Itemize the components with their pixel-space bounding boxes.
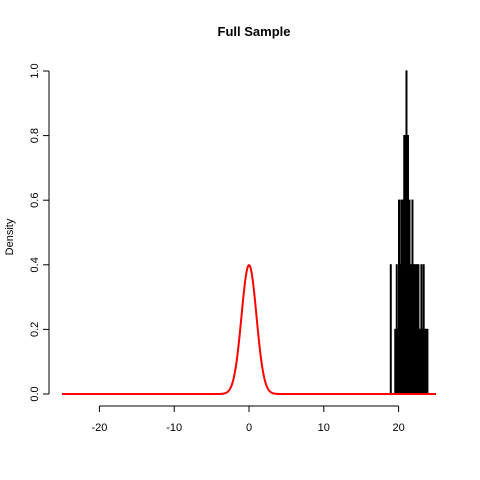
histogram-bar [389, 264, 392, 395]
density-curve-group [61, 264, 437, 395]
histogram-bar [418, 328, 421, 395]
y-axis: 0.0 0.2 0.4 0.6 0.8 1.0 [29, 63, 50, 402]
x-tick-label: -20 [91, 422, 107, 434]
x-tick-label: -10 [166, 422, 182, 434]
x-axis: -20 -10 0 10 20 [91, 405, 405, 434]
histogram-bar [424, 328, 427, 395]
y-tick-label: 0.6 [29, 193, 41, 208]
y-tick-label: 1.0 [29, 63, 41, 78]
histogram-bars [389, 70, 429, 395]
y-tick-label: 0.4 [29, 257, 41, 272]
y-tick-label: 0.0 [29, 386, 41, 401]
histogram-bar [423, 328, 426, 395]
histogram-bar [421, 328, 424, 395]
x-tick-label: 10 [318, 422, 330, 434]
density-curve [61, 264, 437, 395]
x-tick-label: 20 [392, 422, 404, 434]
y-axis-label: Density [4, 218, 16, 255]
histogram-bar [394, 328, 397, 395]
x-tick-label: 0 [246, 422, 252, 434]
y-tick-label: 0.2 [29, 322, 41, 337]
y-tick-label: 0.8 [29, 128, 41, 143]
histogram-bar [426, 328, 429, 395]
chart-title: Full Sample [218, 24, 291, 39]
